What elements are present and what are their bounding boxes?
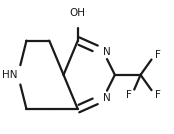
Text: N: N [104,47,111,57]
Text: F: F [155,50,161,60]
Text: OH: OH [70,8,86,18]
Text: F: F [155,90,161,100]
Text: HN: HN [2,70,18,80]
Text: F: F [126,90,132,100]
Text: N: N [104,93,111,103]
